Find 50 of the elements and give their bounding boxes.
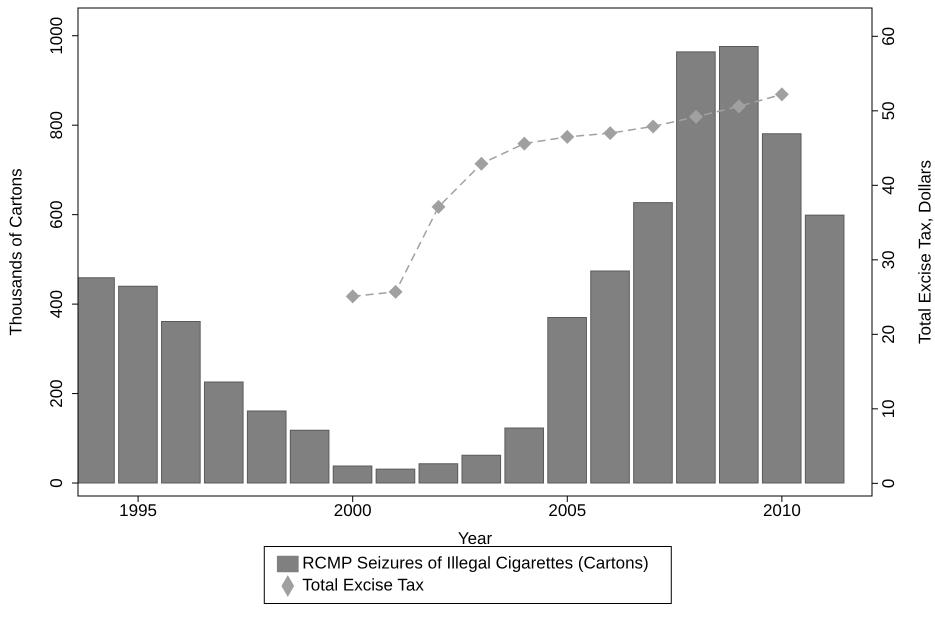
point: [646, 119, 660, 134]
y2-tick-label: 20: [879, 324, 898, 344]
y2-tick-label: 60: [879, 26, 898, 46]
y2-tick-label: 10: [879, 399, 898, 418]
bar: [290, 430, 330, 484]
bar: [204, 381, 244, 484]
y2-axis-title: Total Excise Tax, Dollars: [916, 160, 934, 344]
bar: [718, 46, 759, 484]
y2-tick-label: 40: [879, 176, 898, 195]
bar: [504, 428, 544, 484]
bar: [762, 133, 802, 484]
y2-tick-label: 30: [879, 250, 898, 270]
y-tick-label: 200: [47, 379, 66, 408]
point: [432, 200, 446, 214]
point: [774, 87, 789, 102]
bar: [633, 202, 673, 484]
bar: [376, 468, 416, 484]
bar: [332, 466, 372, 484]
point: [603, 126, 618, 140]
y2-tick-label: 50: [879, 101, 898, 120]
x-tick-label: 2005: [548, 501, 586, 520]
bar: [418, 463, 458, 484]
point: [732, 99, 746, 114]
y-tick-label: 400: [47, 290, 66, 318]
bar: [461, 454, 502, 484]
y-tick-label: 0: [47, 478, 66, 488]
bar: [161, 321, 201, 484]
x-tick-label: 2010: [762, 501, 801, 520]
x-axis-title: Year: [458, 529, 493, 548]
point: [517, 136, 532, 151]
bar: [804, 214, 844, 484]
y-tick-label: 800: [47, 111, 66, 140]
bar: [118, 286, 158, 484]
legend-label: RCMP Seizures of Illegal Cigarettes (Cartons): [302, 553, 649, 572]
point: [560, 130, 574, 144]
point: [474, 156, 488, 171]
y2-tick-label: 0: [879, 478, 898, 488]
point: [689, 110, 704, 124]
y-tick-label: 600: [47, 200, 66, 229]
y-tick-label: 1000: [47, 16, 66, 55]
legend-label: Total Excise Tax: [302, 575, 424, 594]
bar: [676, 51, 716, 484]
bar: [590, 270, 630, 484]
x-tick-label: 2000: [334, 501, 372, 520]
x-tick-label: 1995: [119, 501, 157, 520]
point: [388, 284, 403, 299]
bar: [547, 317, 587, 484]
point: [346, 289, 360, 304]
bar: [246, 410, 287, 484]
y-axis-title: Thousands of Cartons: [6, 168, 26, 336]
